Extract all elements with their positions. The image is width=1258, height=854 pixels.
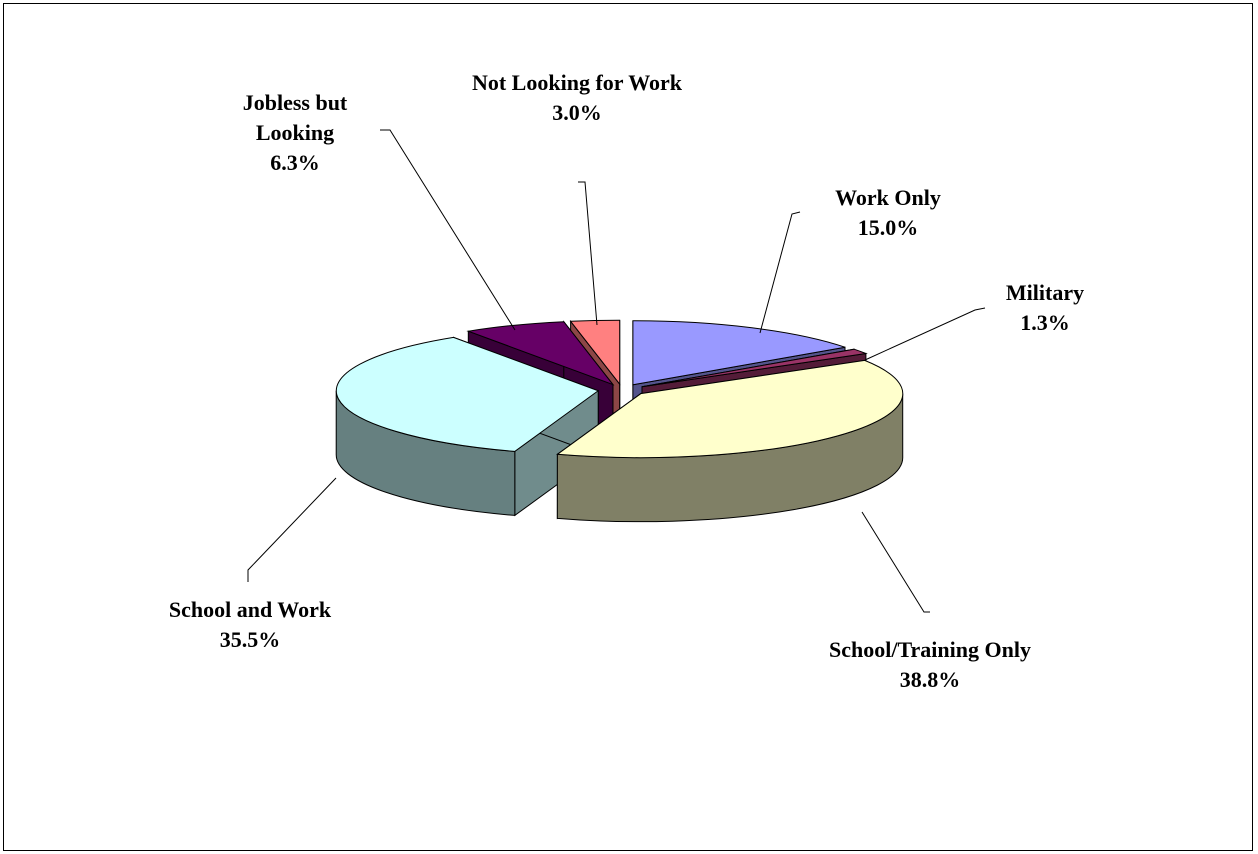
slice xyxy=(466,321,615,386)
category-label: Not Looking for Work xyxy=(471,70,683,95)
data-label: School/Training Only 38.8% xyxy=(815,635,1045,695)
data-label: Jobless but Looking 6.3% xyxy=(220,88,370,178)
leader-line xyxy=(861,511,930,613)
value-label: 6.3% xyxy=(270,150,320,175)
category-label: School/Training Only xyxy=(829,637,1031,662)
leader-line xyxy=(380,129,516,331)
slice xyxy=(632,320,846,386)
category-label: Work Only xyxy=(835,185,941,210)
category-label: Jobless but Looking xyxy=(242,90,348,145)
chart-frame xyxy=(3,3,1253,851)
value-label: 3.0% xyxy=(552,100,602,125)
value-label: 35.5% xyxy=(219,627,281,652)
category-label: School and Work xyxy=(168,597,332,622)
slice xyxy=(335,336,600,452)
value-label: 38.8% xyxy=(899,667,961,692)
leader-line xyxy=(578,181,598,326)
leader-line xyxy=(864,307,986,361)
value-label: 1.3% xyxy=(1020,310,1070,335)
data-label: Military 1.3% xyxy=(985,278,1105,338)
value-label: 15.0% xyxy=(857,215,919,240)
leader-line xyxy=(247,477,337,582)
category-label: Military xyxy=(1005,280,1085,305)
slice xyxy=(641,348,868,388)
slice xyxy=(556,359,904,459)
data-label: Not Looking for Work 3.0% xyxy=(457,68,697,128)
data-label: School and Work 35.5% xyxy=(130,595,370,655)
leader-line xyxy=(759,211,801,334)
data-label: Work Only 15.0% xyxy=(803,183,973,243)
slice xyxy=(569,319,621,386)
